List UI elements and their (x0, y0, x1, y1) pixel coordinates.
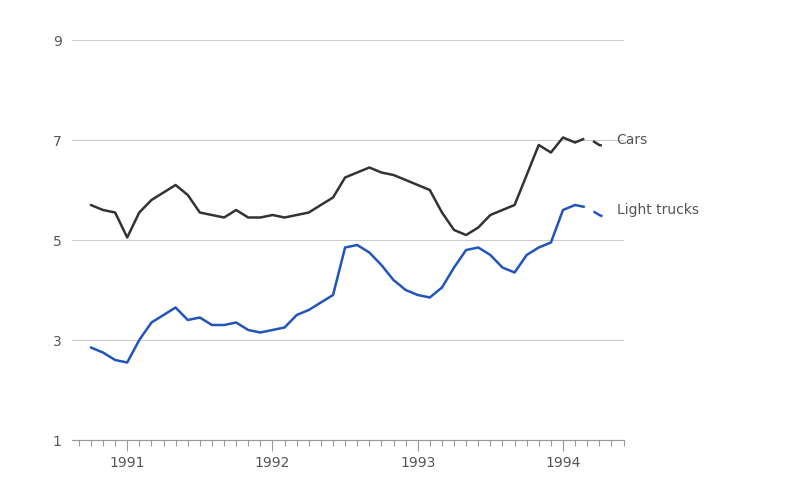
Text: Light trucks: Light trucks (617, 203, 698, 217)
Text: Cars: Cars (617, 133, 648, 147)
